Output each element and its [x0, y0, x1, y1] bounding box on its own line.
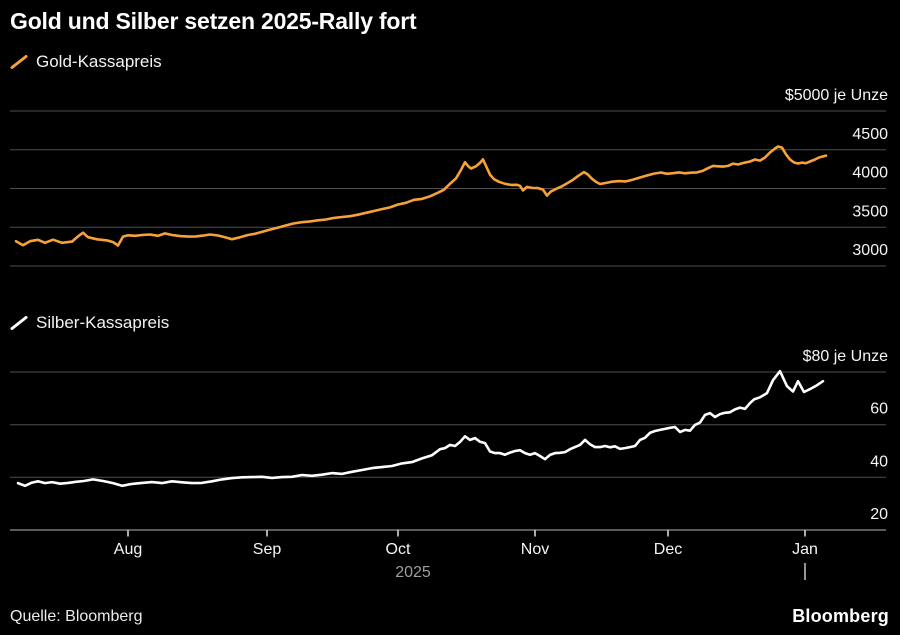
x-month-label-nov: Nov — [521, 541, 549, 558]
silver-series-line — [16, 369, 825, 488]
gold-series-line — [14, 145, 828, 247]
gold-y-tick-label-5000: $5000 je Unze — [785, 87, 888, 104]
gold-y-tick-label-4500: 4500 — [852, 126, 888, 143]
gold-y-tick-label-3500: 3500 — [852, 203, 888, 220]
gold-y-tick-label-4000: 4000 — [852, 165, 888, 182]
gold-legend-line-icon — [10, 55, 28, 69]
silver-y-tick-label-80: $80 je Unze — [803, 348, 888, 365]
chart-title: Gold und Silber setzen 2025-Rally fort — [10, 8, 417, 34]
gold-y-tick-label-3000: 3000 — [852, 242, 888, 259]
x-month-label-dec: Dec — [654, 541, 682, 558]
x-month-label-jan: Jan — [792, 541, 818, 558]
gold-legend-label: Gold-Kassapreis — [36, 52, 162, 71]
silver-legend-swatch-icon — [10, 316, 28, 330]
gold-legend: Gold-Kassapreis — [10, 52, 162, 72]
silver-legend: Silber-Kassapreis — [10, 313, 169, 333]
silver-y-tick-label-20: 20 — [870, 506, 888, 523]
bloomberg-logo: Bloomberg — [792, 606, 889, 626]
gold-legend-swatch-icon — [10, 55, 28, 69]
silver-legend-line-icon — [10, 316, 28, 330]
x-year-label: 2025 — [395, 564, 431, 581]
x-month-label-oct: Oct — [386, 541, 411, 558]
silver-legend-label: Silber-Kassapreis — [36, 313, 170, 332]
x-month-label-sep: Sep — [253, 541, 282, 558]
silver-y-tick-label-40: 40 — [870, 453, 888, 470]
silver-y-tick-label-60: 60 — [870, 401, 888, 418]
x-month-label-aug: Aug — [114, 541, 142, 558]
source-note: Quelle: Bloomberg — [10, 608, 143, 625]
